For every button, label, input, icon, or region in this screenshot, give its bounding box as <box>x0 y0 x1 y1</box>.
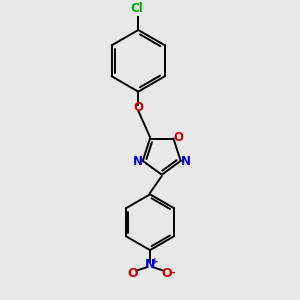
Text: O: O <box>174 130 184 144</box>
Text: Cl: Cl <box>130 2 143 15</box>
Text: -: - <box>170 267 175 278</box>
Text: N: N <box>145 258 155 271</box>
Text: O: O <box>128 267 138 280</box>
Text: O: O <box>162 267 172 280</box>
Text: +: + <box>151 257 158 266</box>
Text: O: O <box>133 101 143 114</box>
Text: N: N <box>133 155 142 168</box>
Text: N: N <box>181 155 191 168</box>
